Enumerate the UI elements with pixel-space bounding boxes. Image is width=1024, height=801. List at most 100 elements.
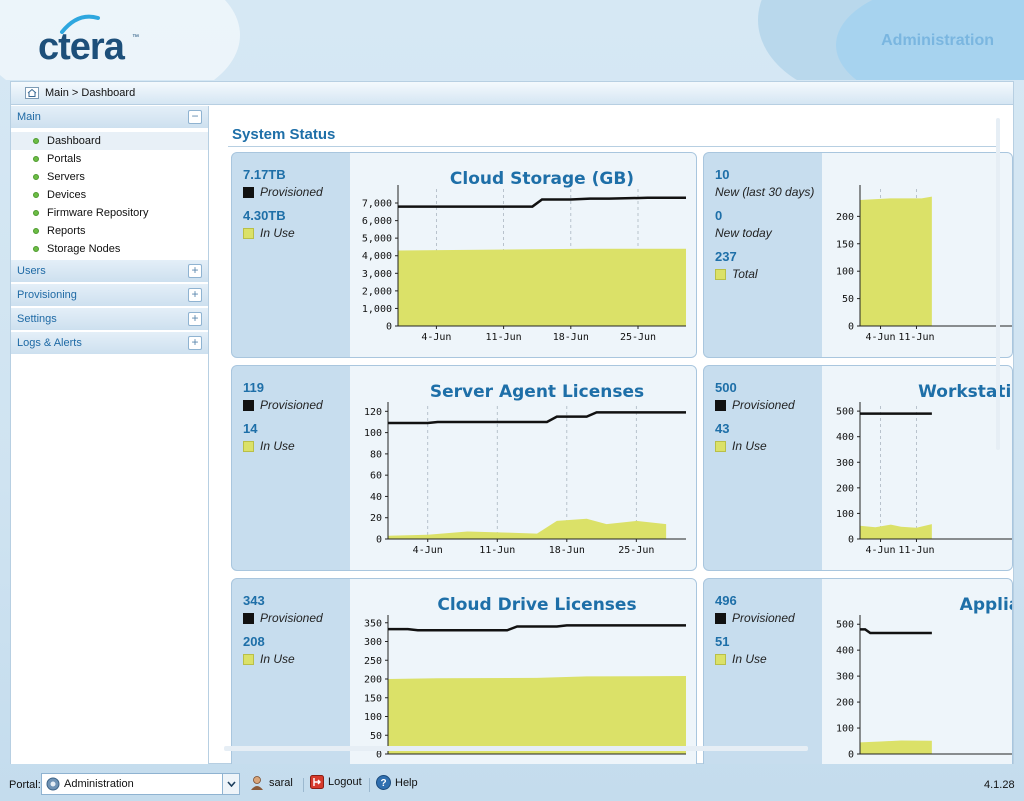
collapse-icon[interactable]: −: [188, 110, 202, 124]
stat-value: 4.30TB: [243, 208, 286, 223]
breadcrumb-text[interactable]: Main > Dashboard: [45, 87, 136, 99]
chart-panel: Server Agent Licenses 0 20 40 60 80 100 120 4-Ju…: [350, 366, 696, 570]
app-title: Administration: [881, 32, 994, 49]
provisioned-line: [398, 196, 686, 208]
sidebar-item-devices[interactable]: Devices: [11, 186, 208, 204]
portal-select[interactable]: Administration: [41, 773, 240, 795]
workstation-card: 500 Provisioned 43 In Use Workstation B 0…: [703, 365, 1013, 571]
y-tick-label: 120: [364, 407, 382, 418]
legend-swatch-black: [243, 186, 254, 198]
vertical-scrollbar[interactable]: [996, 118, 1000, 450]
sidebar-section-provisioning[interactable]: Provisioning +: [11, 284, 208, 308]
y-tick-label: 100: [364, 428, 382, 439]
cloud-storage-card: 7.17TB Provisioned 4.30TB In Use Cloud S…: [231, 152, 697, 358]
sidebar-section-label: Settings: [17, 313, 57, 325]
x-tick-label: 25-Jun: [618, 545, 654, 556]
sidebar-items-main: Dashboard Portals Servers Devices Firmwa…: [11, 130, 208, 260]
x-tick-label: 11-Jun: [486, 332, 522, 343]
ctera-logo: ctera ™: [38, 14, 158, 72]
sidebar-section-users[interactable]: Users +: [11, 260, 208, 284]
footer: Portal: Administration saral Logout ? He…: [0, 770, 1024, 801]
sidebar-item-firmware-repository[interactable]: Firmware Repository: [11, 204, 208, 222]
sidebar-item-reports[interactable]: Reports: [11, 222, 208, 240]
logout-link[interactable]: Logout: [310, 775, 362, 789]
bullet-icon: [33, 228, 39, 234]
sidebar-section-main[interactable]: Main −: [11, 106, 208, 130]
legend-swatch-black: [715, 399, 726, 411]
bullet-icon: [33, 246, 39, 252]
expand-icon[interactable]: +: [188, 264, 202, 278]
stat-legend: In Use: [715, 650, 822, 668]
y-tick-label: 60: [370, 471, 382, 482]
chart-panel: Appliance 0 100 200 300 400 500: [822, 579, 1012, 764]
home-icon[interactable]: [25, 87, 39, 99]
legend-swatch-yellow: [243, 653, 254, 665]
stat-legend: New today: [715, 224, 822, 242]
server-agent-licenses-chart: Server Agent Licenses 0 20 40 60 80 100 120 4-Ju…: [364, 382, 686, 556]
stat-label: New (last 30 days): [715, 185, 815, 199]
stat-value: 0: [715, 208, 723, 223]
stat-value: 208: [243, 634, 265, 649]
help-icon: ?: [376, 775, 391, 790]
x-tick-label: 18-Jun: [553, 332, 589, 343]
y-tick-label: 200: [836, 483, 854, 494]
sidebar-item-dashboard[interactable]: Dashboard: [11, 132, 208, 150]
user-info[interactable]: saral: [250, 775, 293, 791]
header-highlight: [0, 0, 240, 80]
main-content: System Status 7.17TB Provisioned 4.30TB …: [210, 106, 1013, 764]
stat-label: Provisioned: [260, 398, 323, 412]
y-tick-label: 0: [386, 322, 392, 333]
x-tick-label: 4-Jun: [865, 332, 895, 343]
y-tick-label: 250: [364, 656, 382, 667]
bullet-icon: [33, 174, 39, 180]
server-agent-licenses-card: 119 Provisioned 14 In Use Server Agent L…: [231, 365, 697, 571]
legend-swatch-yellow: [243, 227, 254, 239]
in-use-area: [388, 676, 686, 754]
expand-icon[interactable]: +: [188, 288, 202, 302]
sidebar-item-label: Portals: [47, 153, 82, 165]
x-tick-label: 4-Jun: [865, 545, 895, 556]
sidebar-section-label: Logs & Alerts: [17, 337, 82, 349]
y-tick-label: 80: [370, 449, 382, 460]
stat-value: 7.17TB: [243, 167, 286, 182]
stat-legend: In Use: [243, 224, 350, 242]
chart-panel: Cloud Drive Licenses 0 50 100 150 200 250 300 35…: [350, 579, 696, 764]
expand-icon[interactable]: +: [188, 312, 202, 326]
sidebar-section-settings[interactable]: Settings +: [11, 308, 208, 332]
stat-value: 500: [715, 380, 737, 395]
y-tick-label: 300: [836, 458, 854, 469]
y-tick-label: 0: [376, 750, 382, 761]
stat-value: 496: [715, 593, 737, 608]
chevron-down-icon[interactable]: [222, 774, 239, 794]
sidebar-item-label: Servers: [47, 171, 85, 183]
legend-swatch-yellow: [715, 268, 726, 280]
portal-label: Portal:: [9, 779, 41, 791]
portal-select-value: Administration: [64, 778, 134, 790]
expand-icon[interactable]: +: [188, 336, 202, 350]
x-tick-label: 4-Jun: [413, 545, 443, 556]
horizontal-scrollbar[interactable]: [224, 746, 808, 751]
stat-value: 51: [715, 634, 730, 649]
y-tick-label: 50: [370, 731, 382, 742]
help-link[interactable]: ? Help: [376, 775, 418, 790]
y-tick-label: 400: [836, 432, 854, 443]
y-tick-label: 150: [364, 693, 382, 704]
y-tick-label: 500: [836, 407, 854, 418]
y-tick-label: 300: [836, 672, 854, 683]
sidebar-item-portals[interactable]: Portals: [11, 150, 208, 168]
stat-label: Total: [732, 267, 758, 281]
bullet-icon: [33, 156, 39, 162]
sidebar-section-logs-alerts[interactable]: Logs & Alerts +: [11, 332, 208, 356]
sidebar-item-servers[interactable]: Servers: [11, 168, 208, 186]
legend-swatch-yellow: [243, 440, 254, 452]
provisioned-line: [388, 624, 686, 632]
chart-title: Workstation B: [918, 382, 1013, 402]
y-tick-label: 20: [370, 513, 382, 524]
sidebar-item-storage-nodes[interactable]: Storage Nodes: [11, 240, 208, 258]
y-tick-label: 0: [376, 535, 382, 546]
stat-legend: New (last 30 days): [715, 183, 822, 201]
sidebar-item-label: Firmware Repository: [47, 207, 149, 219]
y-tick-label: 4,000: [362, 251, 392, 262]
y-tick-label: 200: [836, 212, 854, 223]
